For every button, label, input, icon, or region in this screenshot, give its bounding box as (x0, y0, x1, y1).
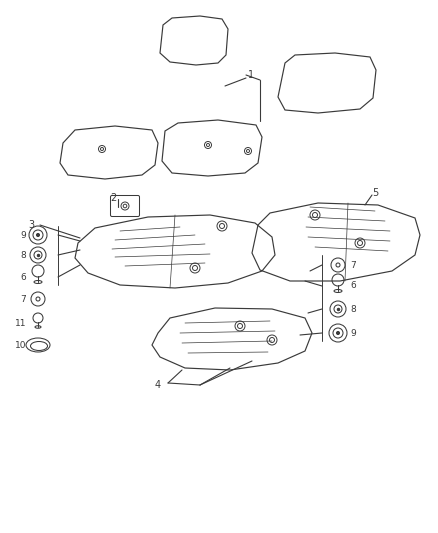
Text: 9: 9 (20, 230, 26, 239)
Text: 7: 7 (20, 295, 26, 303)
Text: 1: 1 (248, 70, 254, 80)
Text: 2: 2 (110, 193, 116, 203)
Text: 8: 8 (20, 251, 26, 260)
Text: 10: 10 (14, 341, 26, 350)
Text: 9: 9 (350, 328, 356, 337)
Text: 3: 3 (28, 220, 34, 230)
Circle shape (36, 233, 39, 237)
Text: 6: 6 (350, 281, 356, 290)
Circle shape (336, 332, 339, 335)
Text: 7: 7 (350, 261, 356, 270)
Text: 4: 4 (155, 380, 161, 390)
Text: 8: 8 (350, 304, 356, 313)
Text: 5: 5 (372, 188, 378, 198)
Text: 6: 6 (20, 272, 26, 281)
Text: 11: 11 (14, 319, 26, 327)
